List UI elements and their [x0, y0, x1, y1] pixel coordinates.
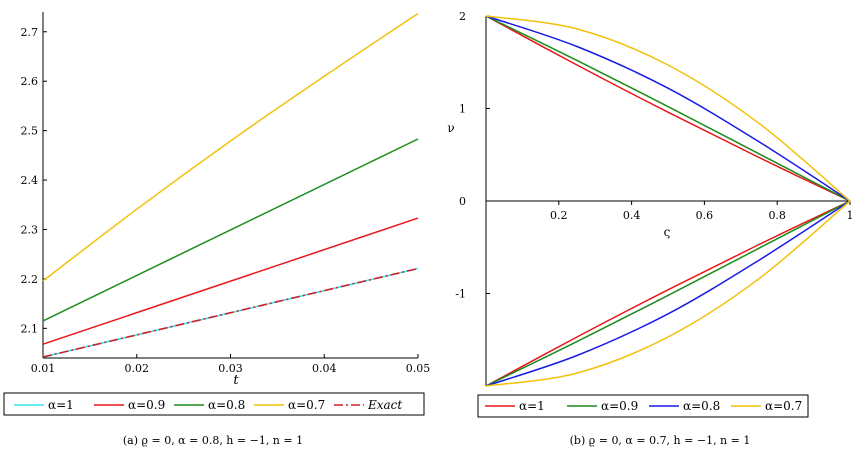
chart-a-legend — [3, 392, 425, 416]
chart-a-y-tick-label: 2.1 — [21, 322, 39, 335]
chart-b-series-upper-line-2 — [485, 15, 851, 202]
chart-b-series-lower-line-3 — [485, 200, 851, 387]
chart-a-y-tick-label: 2.7 — [21, 26, 39, 39]
chart-b-x-tick-label: 0.4 — [623, 209, 641, 222]
chart-a-legend-label-1: α=0.9 — [128, 398, 165, 412]
chart-a-legend-label-2: α=0.8 — [208, 398, 245, 412]
chart-a-y-tick-label: 2.3 — [21, 223, 39, 236]
chart-b-legend — [477, 394, 809, 418]
chart-a-series-line-2 — [42, 138, 419, 322]
chart-b-x-tick-label: 0.8 — [768, 209, 786, 222]
chart-a-y-tick-label: 2.6 — [21, 75, 39, 88]
chart-a-x-tick-label: 0.04 — [312, 362, 337, 375]
chart-b-y-tick-label: 0 — [459, 195, 466, 208]
chart-b-x-tick-label: 0.2 — [550, 209, 568, 222]
chart-b-x-axis-label: ς — [664, 225, 671, 239]
chart-b-x-tick-label: 1 — [847, 209, 854, 222]
chart-b-legend-label-2: α=0.8 — [683, 399, 720, 413]
chart-b-legend-label-3: α=0.7 — [765, 399, 802, 413]
chart-a-y-tick-label: 2.2 — [21, 273, 39, 286]
chart-b-series-lower-line-1 — [485, 200, 851, 387]
chart-b-legend-label-0: α=1 — [519, 399, 545, 413]
chart-a-y-tick-label: 2.5 — [21, 125, 39, 138]
chart-b-y-tick-label: -1 — [455, 288, 466, 301]
chart-a-x-tick-label: 0.01 — [31, 362, 56, 375]
chart-a-y-tick-label: 2.4 — [21, 174, 39, 187]
chart-b-series-lower-line-0 — [485, 200, 851, 387]
chart-b-y-tick-label: 2 — [459, 10, 466, 23]
chart-a-legend-label-4: Exact — [367, 398, 402, 412]
chart-a-x-tick-label: 0.05 — [406, 362, 431, 375]
chart-a-x-tick-label: 0.02 — [125, 362, 150, 375]
chart-b-x-tick-label: 0.6 — [696, 209, 714, 222]
chart-b-series-upper-line-0 — [485, 15, 851, 202]
chart-b-caption: (b) ϱ = 0, α = 0.7, h = −1, n = 1 — [570, 434, 751, 447]
chart-a-x-tick-label: 0.03 — [218, 362, 243, 375]
chart-a-caption: (a) ϱ = 0, α = 0.8, h = −1, n = 1 — [123, 434, 303, 447]
chart-a-x-axis-label: t — [233, 373, 239, 388]
chart-a-legend-label-3: α=0.7 — [288, 398, 325, 412]
chart-a-series-line-3 — [42, 12, 419, 282]
chart-a-series-line-4 — [42, 267, 419, 358]
chart-a: 2.1 2.2 2.3 2.4 2.5 2.6 2.7 0.01 0.02 0.03 0.04 0.… — [3, 12, 431, 447]
chart-b-y-axis-label: ν — [447, 121, 454, 135]
chart-a-series-line-1 — [42, 217, 419, 345]
chart-b: 2 1 0 -1 0.2 0.4 0.6 0.8 1 ν ς α=1 α=0.9 α=0.8 α=0… — [447, 10, 853, 447]
chart-b-series-upper-line-3 — [485, 15, 851, 202]
chart-a-legend-label-0: α=1 — [48, 398, 74, 412]
chart-b-y-tick-label: 1 — [459, 103, 466, 116]
chart-b-legend-label-1: α=0.9 — [601, 399, 638, 413]
chart-b-series-upper-line-1 — [485, 15, 851, 202]
chart-b-series-lower-line-2 — [485, 200, 851, 387]
